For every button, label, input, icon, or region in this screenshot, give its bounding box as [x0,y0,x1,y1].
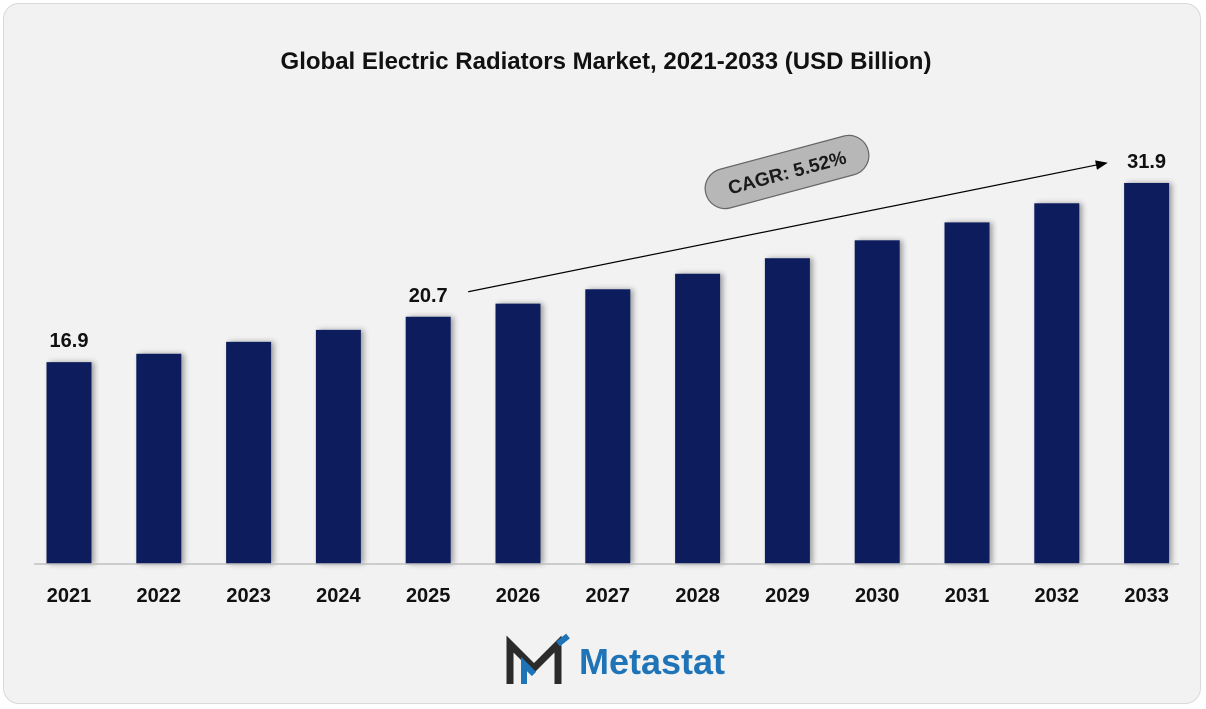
bar-2025 [405,316,451,564]
chart-title: Global Electric Radiators Market, 2021-2… [281,48,932,75]
data-label-2021: 16.9 [50,330,89,352]
x-tick-2032: 2032 [1035,585,1080,607]
x-tick-2024: 2024 [316,585,361,607]
metastat-logo: Metastat [506,633,725,684]
data-label-2025: 20.7 [409,285,448,307]
x-tick-2028: 2028 [675,585,720,607]
bar-2028 [675,273,721,564]
x-tick-2031: 2031 [945,585,990,607]
bar-2023 [226,341,272,564]
bar-2031 [944,222,990,564]
bar-2027 [585,289,631,564]
bar-2032 [1034,203,1080,564]
x-tick-2021: 2021 [47,585,92,607]
bar-2024 [315,329,361,564]
bar-chart: Global Electric Radiators Market, 2021-2… [34,48,1179,684]
bar-2021 [46,362,92,564]
x-tick-2022: 2022 [137,585,182,607]
x-tick-2033: 2033 [1124,585,1169,607]
bar-2022 [136,353,182,564]
bar-2030 [854,240,900,565]
brand-name: Metastat [579,641,725,682]
x-tick-2030: 2030 [855,585,900,607]
data-labels: 16.9 20.7 31.9 [50,151,1167,352]
metastat-m-logo-icon [506,633,570,684]
x-axis-ticks: 2021 2022 2023 2024 2025 2026 2027 2028 2029 2030… [47,585,1169,607]
x-tick-2029: 2029 [765,585,810,607]
bar-2026 [495,303,541,564]
chart-card: Global Electric Radiators Market, 2021-2… [3,3,1201,704]
x-tick-2023: 2023 [226,585,271,607]
data-label-2033: 31.9 [1127,151,1166,173]
bars-group [46,182,1170,565]
x-tick-2027: 2027 [586,585,631,607]
x-tick-2026: 2026 [496,585,541,607]
bar-2033 [1124,182,1170,564]
bar-2029 [764,258,810,564]
cagr-arrow [468,160,1108,293]
x-tick-2025: 2025 [406,585,451,607]
cagr-badge-background [704,134,870,210]
cagr-badge: CAGR: 5.52% [704,134,870,210]
